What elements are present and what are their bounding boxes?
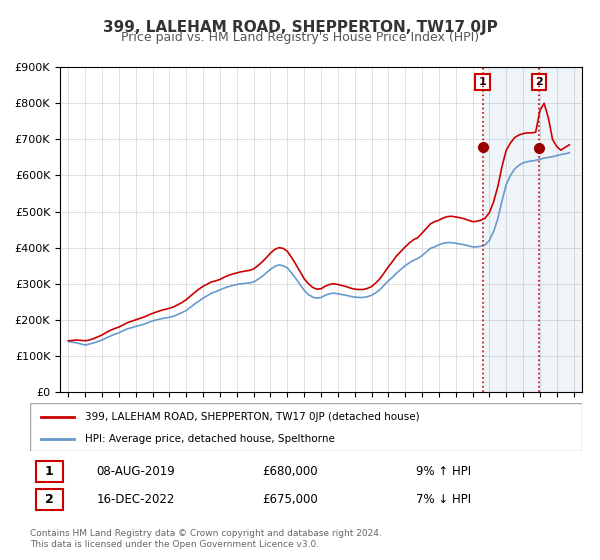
Text: 2: 2 <box>45 493 53 506</box>
FancyBboxPatch shape <box>35 460 63 482</box>
FancyBboxPatch shape <box>35 488 63 510</box>
Text: £675,000: £675,000 <box>262 493 317 506</box>
Text: 08-AUG-2019: 08-AUG-2019 <box>96 465 175 478</box>
Text: Contains HM Land Registry data © Crown copyright and database right 2024.: Contains HM Land Registry data © Crown c… <box>30 529 382 538</box>
FancyBboxPatch shape <box>30 403 582 451</box>
Text: 7% ↓ HPI: 7% ↓ HPI <box>416 493 472 506</box>
Text: 16-DEC-2022: 16-DEC-2022 <box>96 493 175 506</box>
Text: 399, LALEHAM ROAD, SHEPPERTON, TW17 0JP (detached house): 399, LALEHAM ROAD, SHEPPERTON, TW17 0JP … <box>85 412 420 422</box>
Text: £680,000: £680,000 <box>262 465 317 478</box>
Text: HPI: Average price, detached house, Spelthorne: HPI: Average price, detached house, Spel… <box>85 434 335 444</box>
Text: 1: 1 <box>479 77 487 87</box>
Text: Price paid vs. HM Land Registry's House Price Index (HPI): Price paid vs. HM Land Registry's House … <box>121 31 479 44</box>
Text: 399, LALEHAM ROAD, SHEPPERTON, TW17 0JP: 399, LALEHAM ROAD, SHEPPERTON, TW17 0JP <box>103 20 497 35</box>
Text: 2: 2 <box>535 77 543 87</box>
Bar <box>482 67 582 392</box>
Text: 1: 1 <box>45 465 53 478</box>
Text: 9% ↑ HPI: 9% ↑ HPI <box>416 465 472 478</box>
Text: This data is licensed under the Open Government Licence v3.0.: This data is licensed under the Open Gov… <box>30 540 319 549</box>
